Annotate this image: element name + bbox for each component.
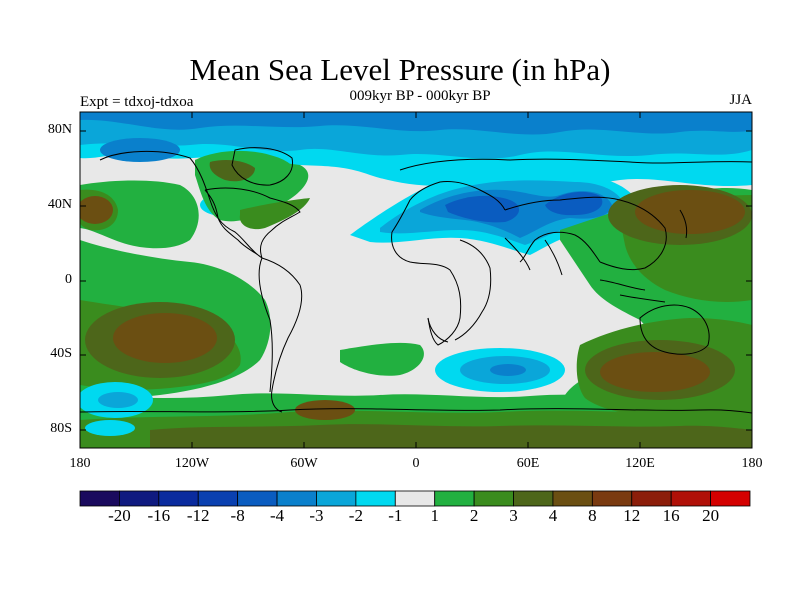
lat-ticks: [80, 130, 752, 431]
field-eurasia-darkblue: [445, 195, 520, 223]
colorbar-box-13: [591, 490, 633, 507]
colorbar-box-1: [119, 490, 160, 507]
colorbar-label: 12: [623, 506, 641, 525]
colorbar-label: 8: [588, 506, 597, 525]
lon-ticks: [79, 112, 753, 448]
field-spac-cyan-2: [85, 420, 135, 436]
colorbar-label: 3: [509, 506, 518, 525]
experiment-label: Expt = tdxoj-tdxoa: [80, 94, 194, 110]
lat-label-0: 0: [65, 272, 72, 287]
map-title: Mean Sea Level Pressure (in hPa): [189, 52, 611, 87]
lon-label-180w: 180: [69, 456, 91, 471]
colorbar-label: -8: [230, 506, 245, 525]
colorbar-label: -2: [348, 506, 363, 525]
colorbar-box-12: [552, 490, 593, 507]
colorbar-box-3: [197, 490, 239, 507]
pressure-field: [80, 112, 752, 448]
colorbar-box-16: [710, 490, 751, 507]
field-spac-lightblue: [98, 392, 138, 408]
colorbar-box-11: [513, 490, 554, 507]
lon-label-60w: 60W: [290, 456, 318, 471]
colorbar-label: -20: [108, 506, 131, 525]
colorbar-box-15: [670, 490, 711, 507]
colorbar-box-0: [79, 490, 120, 507]
map-subtitle: 009kyr BP - 000kyr BP: [349, 88, 491, 104]
field-antarctic-olive: [150, 424, 752, 448]
colorbar: [79, 490, 751, 507]
colorbar-label: 20: [702, 506, 720, 525]
colorbar-label: -4: [269, 506, 285, 525]
colorbar-label: 1: [430, 506, 439, 525]
colorbar-label: 2: [469, 506, 479, 525]
colorbar-box-6: [316, 490, 357, 507]
lat-label-80s: 80S: [50, 421, 72, 436]
colorbar-label: -16: [147, 506, 171, 525]
colorbar-box-5: [276, 490, 317, 507]
lon-label-0: 0: [412, 456, 420, 471]
lat-label-40n: 40N: [47, 197, 72, 212]
lat-label-80n: 80N: [47, 122, 72, 137]
colorbar-label: 16: [662, 506, 680, 525]
field-sio-brown: [600, 352, 710, 392]
lon-label-120w: 120W: [174, 456, 210, 471]
colorbar-label: 4: [548, 506, 558, 525]
colorbar-box-4: [237, 490, 278, 507]
colorbar-label: -3: [309, 506, 324, 525]
field-spac-brown: [113, 313, 217, 363]
field-npac-brown: [80, 196, 113, 224]
field-npac-blue: [100, 138, 180, 162]
colorbar-box-9: [434, 490, 475, 507]
colorbar-label: -1: [388, 506, 403, 525]
colorbar-box-8: [394, 490, 436, 507]
season-label: JJA: [729, 92, 752, 108]
colorbar-box-10: [473, 490, 514, 507]
lon-label-120e: 120E: [625, 456, 655, 471]
lat-label-40s: 40S: [50, 346, 72, 361]
colorbar-label: -12: [186, 506, 210, 525]
colorbar-box-7: [355, 490, 396, 507]
lon-label-60e: 60E: [516, 456, 540, 471]
field-antarctic-brown: [295, 400, 355, 420]
field-sio-blue: [490, 364, 526, 376]
field-satl-green: [340, 342, 424, 376]
coastlines: [80, 147, 752, 414]
field-greenland-olive: [209, 160, 255, 182]
colorbar-box-2: [158, 490, 199, 507]
field-arctic-blue: [80, 112, 752, 135]
colorbar-box-14: [631, 490, 672, 507]
field-wpac-brown: [635, 190, 745, 234]
lon-label-180e: 180: [741, 456, 763, 471]
